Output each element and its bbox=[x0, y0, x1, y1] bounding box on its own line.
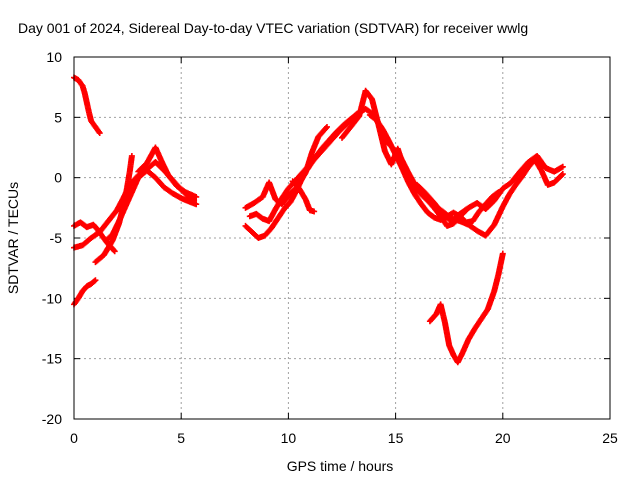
data-point bbox=[323, 123, 330, 130]
y-tick-label: 5 bbox=[54, 109, 62, 125]
data-series-15 bbox=[414, 152, 566, 225]
data-point bbox=[462, 208, 469, 215]
x-tick-label: 10 bbox=[281, 430, 297, 446]
data-point bbox=[558, 171, 565, 178]
y-tick-label: -10 bbox=[42, 290, 62, 306]
y-tick-label: 0 bbox=[54, 170, 62, 186]
data-point bbox=[559, 171, 566, 178]
chart-title: Day 001 of 2024, Sidereal Day-to-day VTE… bbox=[18, 20, 528, 36]
data-point bbox=[96, 130, 103, 137]
data-point bbox=[311, 208, 318, 215]
data-series-7 bbox=[135, 144, 200, 200]
data-point bbox=[92, 277, 99, 284]
y-tick-label: 10 bbox=[46, 49, 62, 65]
data-point bbox=[110, 247, 117, 254]
data-point bbox=[128, 152, 135, 159]
x-tick-labels: 0 5 10 15 20 25 bbox=[70, 430, 618, 446]
y-tick-label: -5 bbox=[50, 230, 63, 246]
data-points bbox=[71, 74, 566, 366]
data-series-6 bbox=[103, 167, 200, 244]
data-point bbox=[193, 201, 200, 208]
x-tick-label: 20 bbox=[495, 430, 511, 446]
data-point bbox=[559, 163, 566, 170]
data-point bbox=[91, 278, 98, 285]
data-point bbox=[111, 248, 118, 255]
data-point bbox=[323, 125, 330, 132]
data-point bbox=[499, 250, 506, 257]
y-tick-labels: 10 5 0 -5 -10 -15 -20 bbox=[42, 49, 62, 427]
data-series-17 bbox=[426, 250, 506, 366]
x-axis-label: GPS time / hours bbox=[287, 458, 394, 474]
data-series-11 bbox=[289, 178, 318, 215]
data-series-16 bbox=[405, 177, 470, 229]
y-tick-label: -15 bbox=[42, 351, 62, 367]
plot-frame bbox=[73, 56, 611, 420]
y-axis-label: SDTVAR / TECUs bbox=[5, 182, 21, 294]
x-tick-label: 25 bbox=[602, 430, 618, 446]
x-tick-label: 0 bbox=[70, 430, 78, 446]
data-series-1 bbox=[71, 74, 103, 137]
x-tick-label: 5 bbox=[177, 430, 185, 446]
x-tick-label: 15 bbox=[388, 430, 404, 446]
data-point bbox=[193, 193, 200, 200]
data-point bbox=[463, 207, 470, 214]
y-tick-label: -20 bbox=[42, 411, 62, 427]
